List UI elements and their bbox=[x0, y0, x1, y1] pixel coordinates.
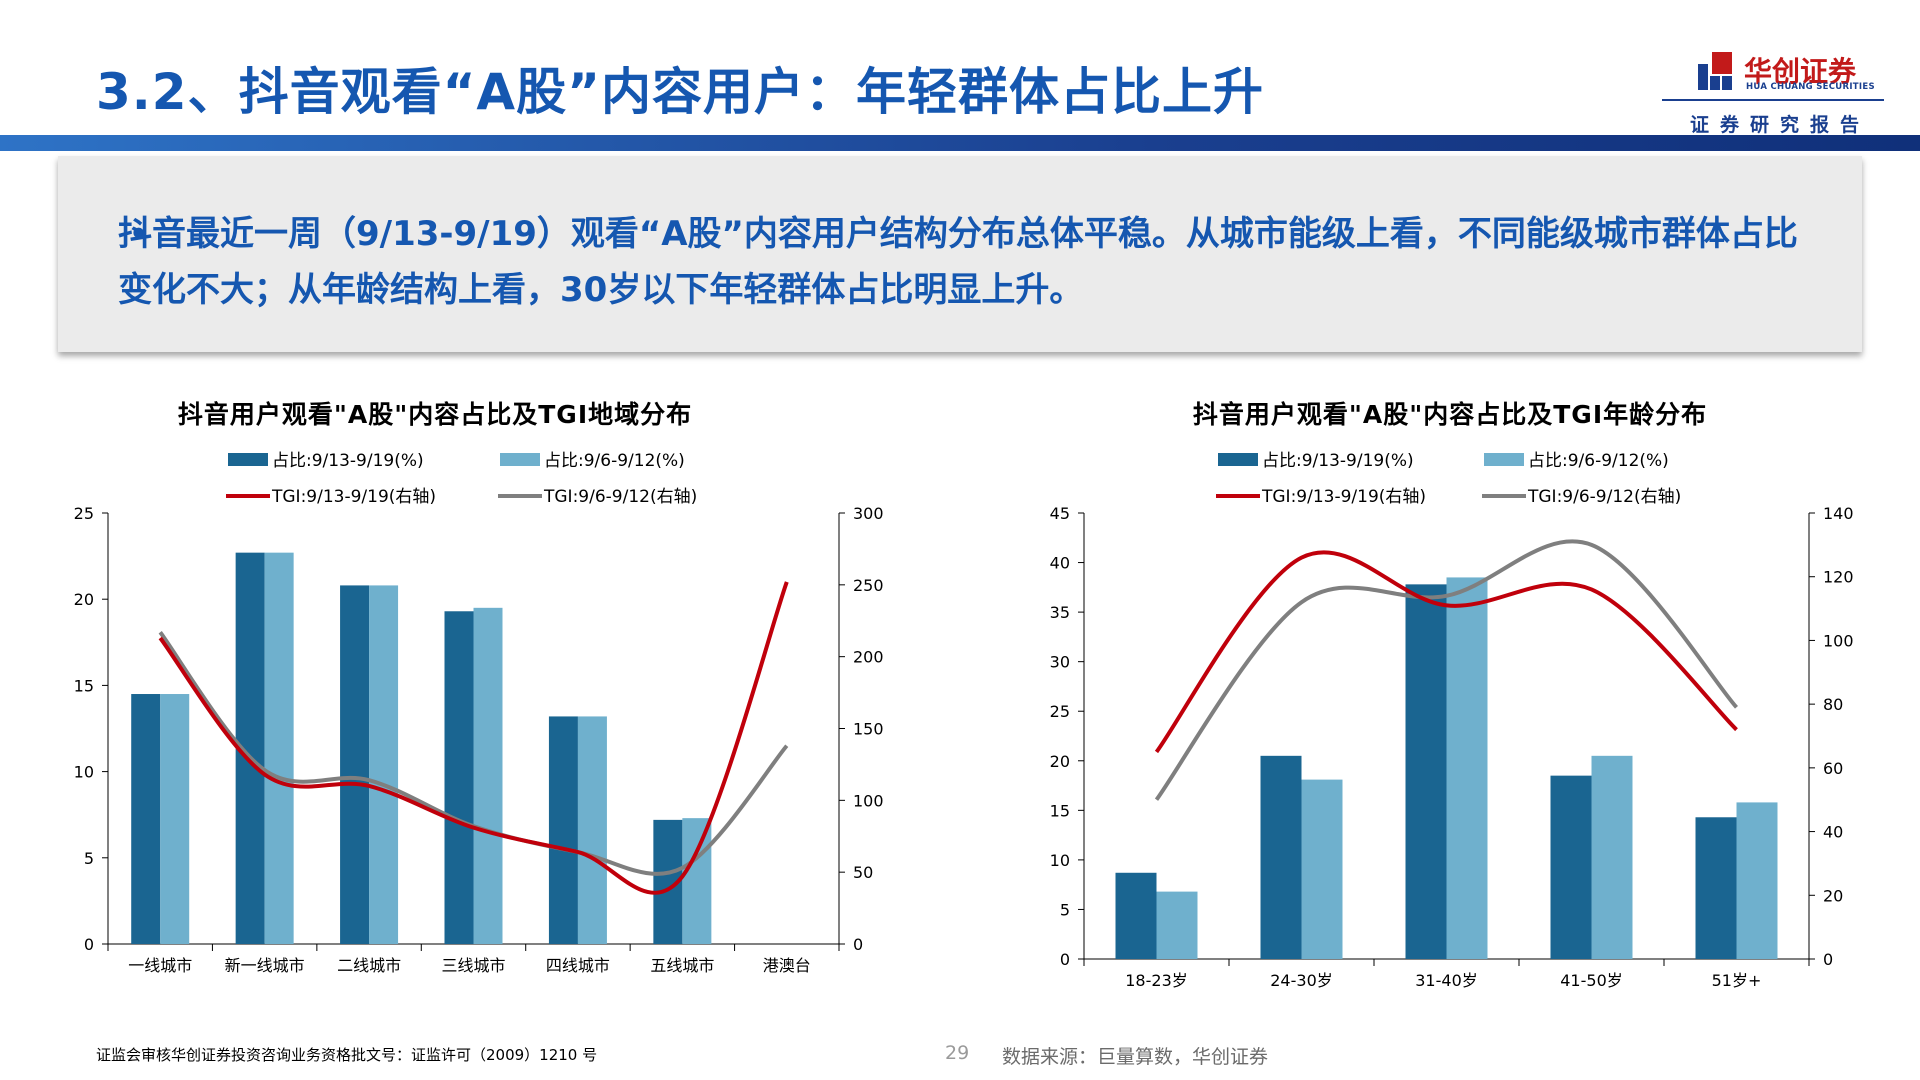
y-tick-label: 10 bbox=[1050, 851, 1070, 870]
x-tick-label: 18-23岁 bbox=[1125, 971, 1188, 990]
x-tick-label: 新一线城市 bbox=[225, 956, 305, 975]
y-tick-label: 25 bbox=[74, 504, 94, 523]
legend-swatch bbox=[500, 453, 540, 466]
chart-age: 抖音用户观看"A股"内容占比及TGI年龄分布占比:9/13-9/19(%) 占比:… bbox=[1000, 385, 1860, 1005]
chart-title: 抖音用户观看"A股"内容占比及TGI地域分布 bbox=[178, 400, 692, 429]
series-line bbox=[1154, 550, 1738, 754]
legend-swatch bbox=[1484, 453, 1524, 466]
series-line bbox=[1154, 539, 1738, 801]
y2-tick-label: 20 bbox=[1823, 886, 1843, 905]
y2-tick-label: 50 bbox=[853, 863, 873, 882]
bar bbox=[1591, 755, 1633, 959]
x-tick-label: 41-50岁 bbox=[1560, 971, 1623, 990]
y-tick-label: 45 bbox=[1050, 504, 1070, 523]
y2-tick-label: 0 bbox=[853, 935, 863, 954]
x-tick-label: 三线城市 bbox=[441, 956, 505, 975]
y-tick-label: 20 bbox=[1050, 752, 1070, 771]
brand-logo: 华创证券 HUA CHUANG SECURITIES bbox=[1690, 50, 1880, 92]
bar bbox=[369, 585, 399, 944]
y2-tick-label: 60 bbox=[1823, 759, 1843, 778]
chart-region: 抖音用户观看"A股"内容占比及TGI地域分布占比:9/13-9/19(%) 占比:… bbox=[70, 385, 930, 1005]
chart-title: 抖音用户观看"A股"内容占比及TGI年龄分布 bbox=[1193, 400, 1707, 429]
bar bbox=[131, 694, 161, 944]
x-tick-label: 31-40岁 bbox=[1415, 971, 1478, 990]
bar bbox=[1405, 584, 1447, 959]
x-tick-label: 五线城市 bbox=[650, 956, 714, 975]
report-type-label: 证券研究报告 bbox=[1690, 114, 1871, 136]
summary-text: 抖音最近一周（9/13-9/19）观看“A股”内容用户结构分布总体平稳。从城市能… bbox=[118, 214, 1798, 310]
y-tick-label: 5 bbox=[84, 849, 94, 868]
legend-swatch bbox=[228, 453, 268, 466]
legend-label: 占比:9/13-9/19(%) bbox=[272, 451, 424, 471]
bar bbox=[1115, 872, 1157, 959]
header-bar bbox=[0, 135, 1920, 151]
bar bbox=[577, 716, 607, 944]
y2-tick-label: 0 bbox=[1823, 950, 1833, 969]
legend-label: TGI:9/13-9/19(右轴) bbox=[1261, 487, 1426, 507]
bullet-icon: • bbox=[128, 214, 150, 255]
x-tick-label: 四线城市 bbox=[546, 956, 610, 975]
bar bbox=[548, 716, 578, 944]
x-tick-label: 一线城市 bbox=[128, 956, 192, 975]
y-tick-label: 25 bbox=[1050, 702, 1070, 721]
bar bbox=[444, 611, 474, 944]
page-title: 3.2、抖音观看“A股”内容用户：年轻群体占比上升 bbox=[96, 63, 1264, 121]
y2-tick-label: 140 bbox=[1823, 504, 1854, 523]
logo-mark-icon bbox=[1698, 52, 1732, 90]
bar bbox=[160, 694, 190, 944]
bar bbox=[473, 607, 503, 944]
y2-tick-label: 100 bbox=[1823, 631, 1854, 650]
y-tick-label: 30 bbox=[1050, 653, 1070, 672]
bar bbox=[1446, 577, 1488, 959]
legend-label: TGI:9/13-9/19(右轴) bbox=[271, 487, 436, 507]
y-tick-label: 20 bbox=[74, 590, 94, 609]
y-tick-label: 15 bbox=[1050, 801, 1070, 820]
x-tick-label: 二线城市 bbox=[337, 956, 401, 975]
summary-box: • 抖音最近一周（9/13-9/19）观看“A股”内容用户结构分布总体平稳。从城… bbox=[58, 156, 1862, 352]
legend-label: 占比:9/13-9/19(%) bbox=[1262, 451, 1414, 471]
y2-tick-label: 100 bbox=[853, 791, 884, 810]
y-tick-label: 0 bbox=[84, 935, 94, 954]
x-tick-label: 港澳台 bbox=[763, 956, 811, 975]
legend-label: TGI:9/6-9/12(右轴) bbox=[543, 487, 697, 507]
bar bbox=[1695, 817, 1737, 959]
x-tick-label: 51岁+ bbox=[1712, 971, 1762, 990]
y-tick-label: 15 bbox=[74, 676, 94, 695]
legend-label: 占比:9/6-9/12(%) bbox=[544, 451, 685, 471]
y2-tick-label: 80 bbox=[1823, 695, 1843, 714]
y-tick-label: 0 bbox=[1060, 950, 1070, 969]
page-number: 29 bbox=[945, 1042, 970, 1064]
y-tick-label: 10 bbox=[74, 763, 94, 782]
logo-divider bbox=[1662, 99, 1884, 101]
bar bbox=[1156, 891, 1198, 959]
bar bbox=[1550, 775, 1592, 959]
legend-label: TGI:9/6-9/12(右轴) bbox=[1527, 487, 1681, 507]
logo-text-cn: 华创证券 bbox=[1744, 55, 1857, 88]
bar bbox=[340, 585, 370, 944]
logo-text-en: HUA CHUANG SECURITIES bbox=[1746, 82, 1875, 92]
license-note: 证监会审核华创证券投资咨询业务资格批文号：证监许可（2009）1210 号 bbox=[96, 1046, 598, 1064]
x-tick-label: 24-30岁 bbox=[1270, 971, 1333, 990]
bar bbox=[682, 818, 712, 944]
y2-tick-label: 120 bbox=[1823, 568, 1854, 587]
y2-tick-label: 250 bbox=[853, 576, 884, 595]
y2-tick-label: 40 bbox=[1823, 823, 1843, 842]
y-tick-label: 40 bbox=[1050, 554, 1070, 573]
series-line bbox=[158, 581, 789, 895]
bar bbox=[1736, 802, 1778, 959]
y2-tick-label: 150 bbox=[853, 720, 884, 739]
bar bbox=[1260, 755, 1302, 959]
y2-tick-label: 300 bbox=[853, 504, 884, 523]
legend-swatch bbox=[1218, 453, 1258, 466]
data-source: 数据来源：巨量算数，华创证券 bbox=[1002, 1046, 1269, 1068]
bar bbox=[1301, 779, 1343, 959]
bar bbox=[264, 552, 294, 944]
y-tick-label: 5 bbox=[1060, 900, 1070, 919]
y2-tick-label: 200 bbox=[853, 648, 884, 667]
legend-label: 占比:9/6-9/12(%) bbox=[1528, 451, 1669, 471]
y-tick-label: 35 bbox=[1050, 603, 1070, 622]
